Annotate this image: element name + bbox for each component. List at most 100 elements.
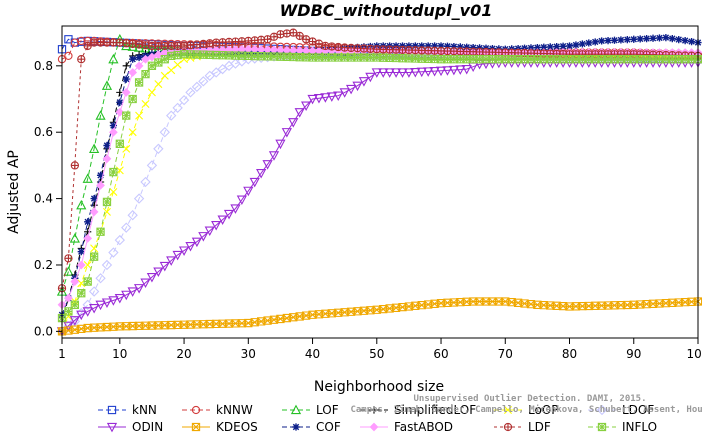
point-COF-99: [687, 38, 696, 46]
point-ODIN-39: [301, 101, 312, 112]
point-ODIN-28: [230, 204, 241, 214]
point-LDOF-17: [159, 127, 170, 138]
point-kNNW-4: [77, 36, 86, 46]
point-COF-96: [668, 35, 676, 43]
point-kNNW-2: [64, 51, 73, 61]
legend-marker-LDOF: [596, 404, 608, 416]
point-ODIN-35: [275, 139, 286, 150]
point-LDOF-8: [101, 259, 113, 271]
legend-marker-LDF: [503, 422, 513, 432]
legend-item-kNN: kNN: [98, 403, 157, 417]
point-ODIN-7: [95, 300, 106, 311]
point-LDOF-19: [172, 102, 183, 114]
legend-label-SimplifiedLOF: SimplifiedLOF: [394, 403, 476, 417]
point-INFLO-19: [173, 50, 182, 60]
legend-label-COF: COF: [316, 420, 341, 434]
point-ODIN-60: [435, 66, 447, 77]
point-COF-59: [431, 42, 439, 50]
point-ODIN-48: [358, 77, 370, 87]
point-LDOF-13: [133, 193, 145, 204]
point-LoOP-15: [147, 88, 156, 97]
point-COF-64: [463, 43, 471, 51]
point-COF-89: [623, 36, 631, 44]
x-tick-label-0: 1: [58, 347, 66, 361]
point-COF-97: [675, 36, 683, 44]
legend-marker-kNNW: [191, 405, 201, 415]
point-ODIN-46: [345, 84, 357, 95]
point-ODIN-5: [82, 307, 93, 317]
point-LoOP-5: [83, 260, 92, 269]
point-LDOF-16: [153, 143, 164, 154]
series-SimplifiedLOF: [58, 48, 702, 326]
point-LOF-8: [101, 80, 113, 90]
point-ODIN-3: [69, 316, 80, 326]
point-LoOP-19: [173, 60, 182, 69]
point-INFLO-16: [154, 58, 163, 67]
legend-label-KDEOS: KDEOS: [216, 420, 258, 434]
point-SimplifiedLOF-11: [122, 62, 130, 70]
point-LDOF-24: [204, 70, 215, 81]
legend-item-COF: COF: [282, 420, 341, 434]
point-COF-86: [604, 37, 612, 45]
y-tick-label-1: 0.2: [34, 258, 53, 272]
point-COF-75: [533, 43, 541, 52]
point-FastABOD-9: [109, 127, 118, 137]
point-COF-60: [437, 42, 445, 50]
point-ODIN-37: [288, 118, 299, 128]
point-COF-92: [643, 35, 651, 43]
point-ODIN-43: [326, 92, 337, 102]
point-FastABOD-14: [141, 54, 150, 64]
point-LOF-5: [82, 173, 93, 183]
point-INFLO-6: [89, 252, 99, 261]
point-INFLO-12: [128, 94, 137, 104]
point-COF-91: [636, 35, 644, 43]
point-INFLO-15: [147, 61, 157, 70]
point-ODIN-13: [133, 284, 145, 294]
point-LOF-11: [121, 40, 132, 51]
x-tick-label-6: 60: [433, 347, 448, 361]
point-LDF-5: [83, 41, 92, 51]
series-LDF: [57, 28, 702, 293]
legend-label-INFLO: INFLO: [622, 420, 657, 434]
point-COF-95: [662, 34, 670, 42]
series-INFLO: [57, 50, 702, 323]
y-tick-label-3: 0.6: [34, 125, 53, 139]
point-COF-10: [116, 98, 124, 106]
point-LDOF-18: [166, 110, 177, 121]
point-INFLO-17: [160, 55, 169, 64]
point-ODIN-8: [101, 298, 113, 308]
y-axis: 0.0 0.2 0.4 0.6 0.8: [34, 59, 62, 338]
point-ODIN-64: [461, 64, 472, 75]
point-ODIN-63: [455, 65, 466, 75]
point-ODIN-19: [172, 250, 183, 261]
point-ODIN-12: [127, 287, 138, 297]
series-LOF: [56, 33, 702, 296]
point-ODIN-54: [397, 68, 408, 78]
legend-item-kNNW: kNNW: [182, 403, 253, 417]
point-ODIN-52: [384, 68, 395, 78]
point-LoOP-12: [128, 128, 137, 137]
point-ODIN-9: [108, 296, 119, 306]
point-COF-9: [109, 121, 117, 130]
point-LDOF-25: [211, 67, 222, 78]
point-COF-74: [527, 44, 535, 52]
point-FastABOD-6: [89, 207, 99, 217]
point-INFLO-7: [96, 227, 105, 236]
point-ODIN-20: [178, 246, 190, 256]
point-ODIN-29: [236, 195, 247, 206]
point-LDOF-6: [88, 286, 100, 297]
point-INFLO-18: [167, 51, 176, 61]
point-ODIN-58: [423, 67, 434, 77]
point-ODIN-56: [410, 67, 421, 78]
legend-item-ODIN: ODIN: [98, 420, 163, 434]
point-LDOF-23: [198, 76, 209, 87]
plot-frame: [61, 25, 699, 339]
series-line-INFLO: [61, 53, 698, 319]
point-COF-6: [90, 194, 98, 203]
point-LOF-7: [95, 110, 106, 120]
point-LDOF-9: [108, 247, 119, 258]
point-COF-5: [84, 218, 92, 226]
point-ODIN-24: [204, 226, 215, 237]
legend-item-LoOP: LoOP: [494, 403, 559, 417]
legend-item-LDF: LDF: [494, 420, 551, 434]
